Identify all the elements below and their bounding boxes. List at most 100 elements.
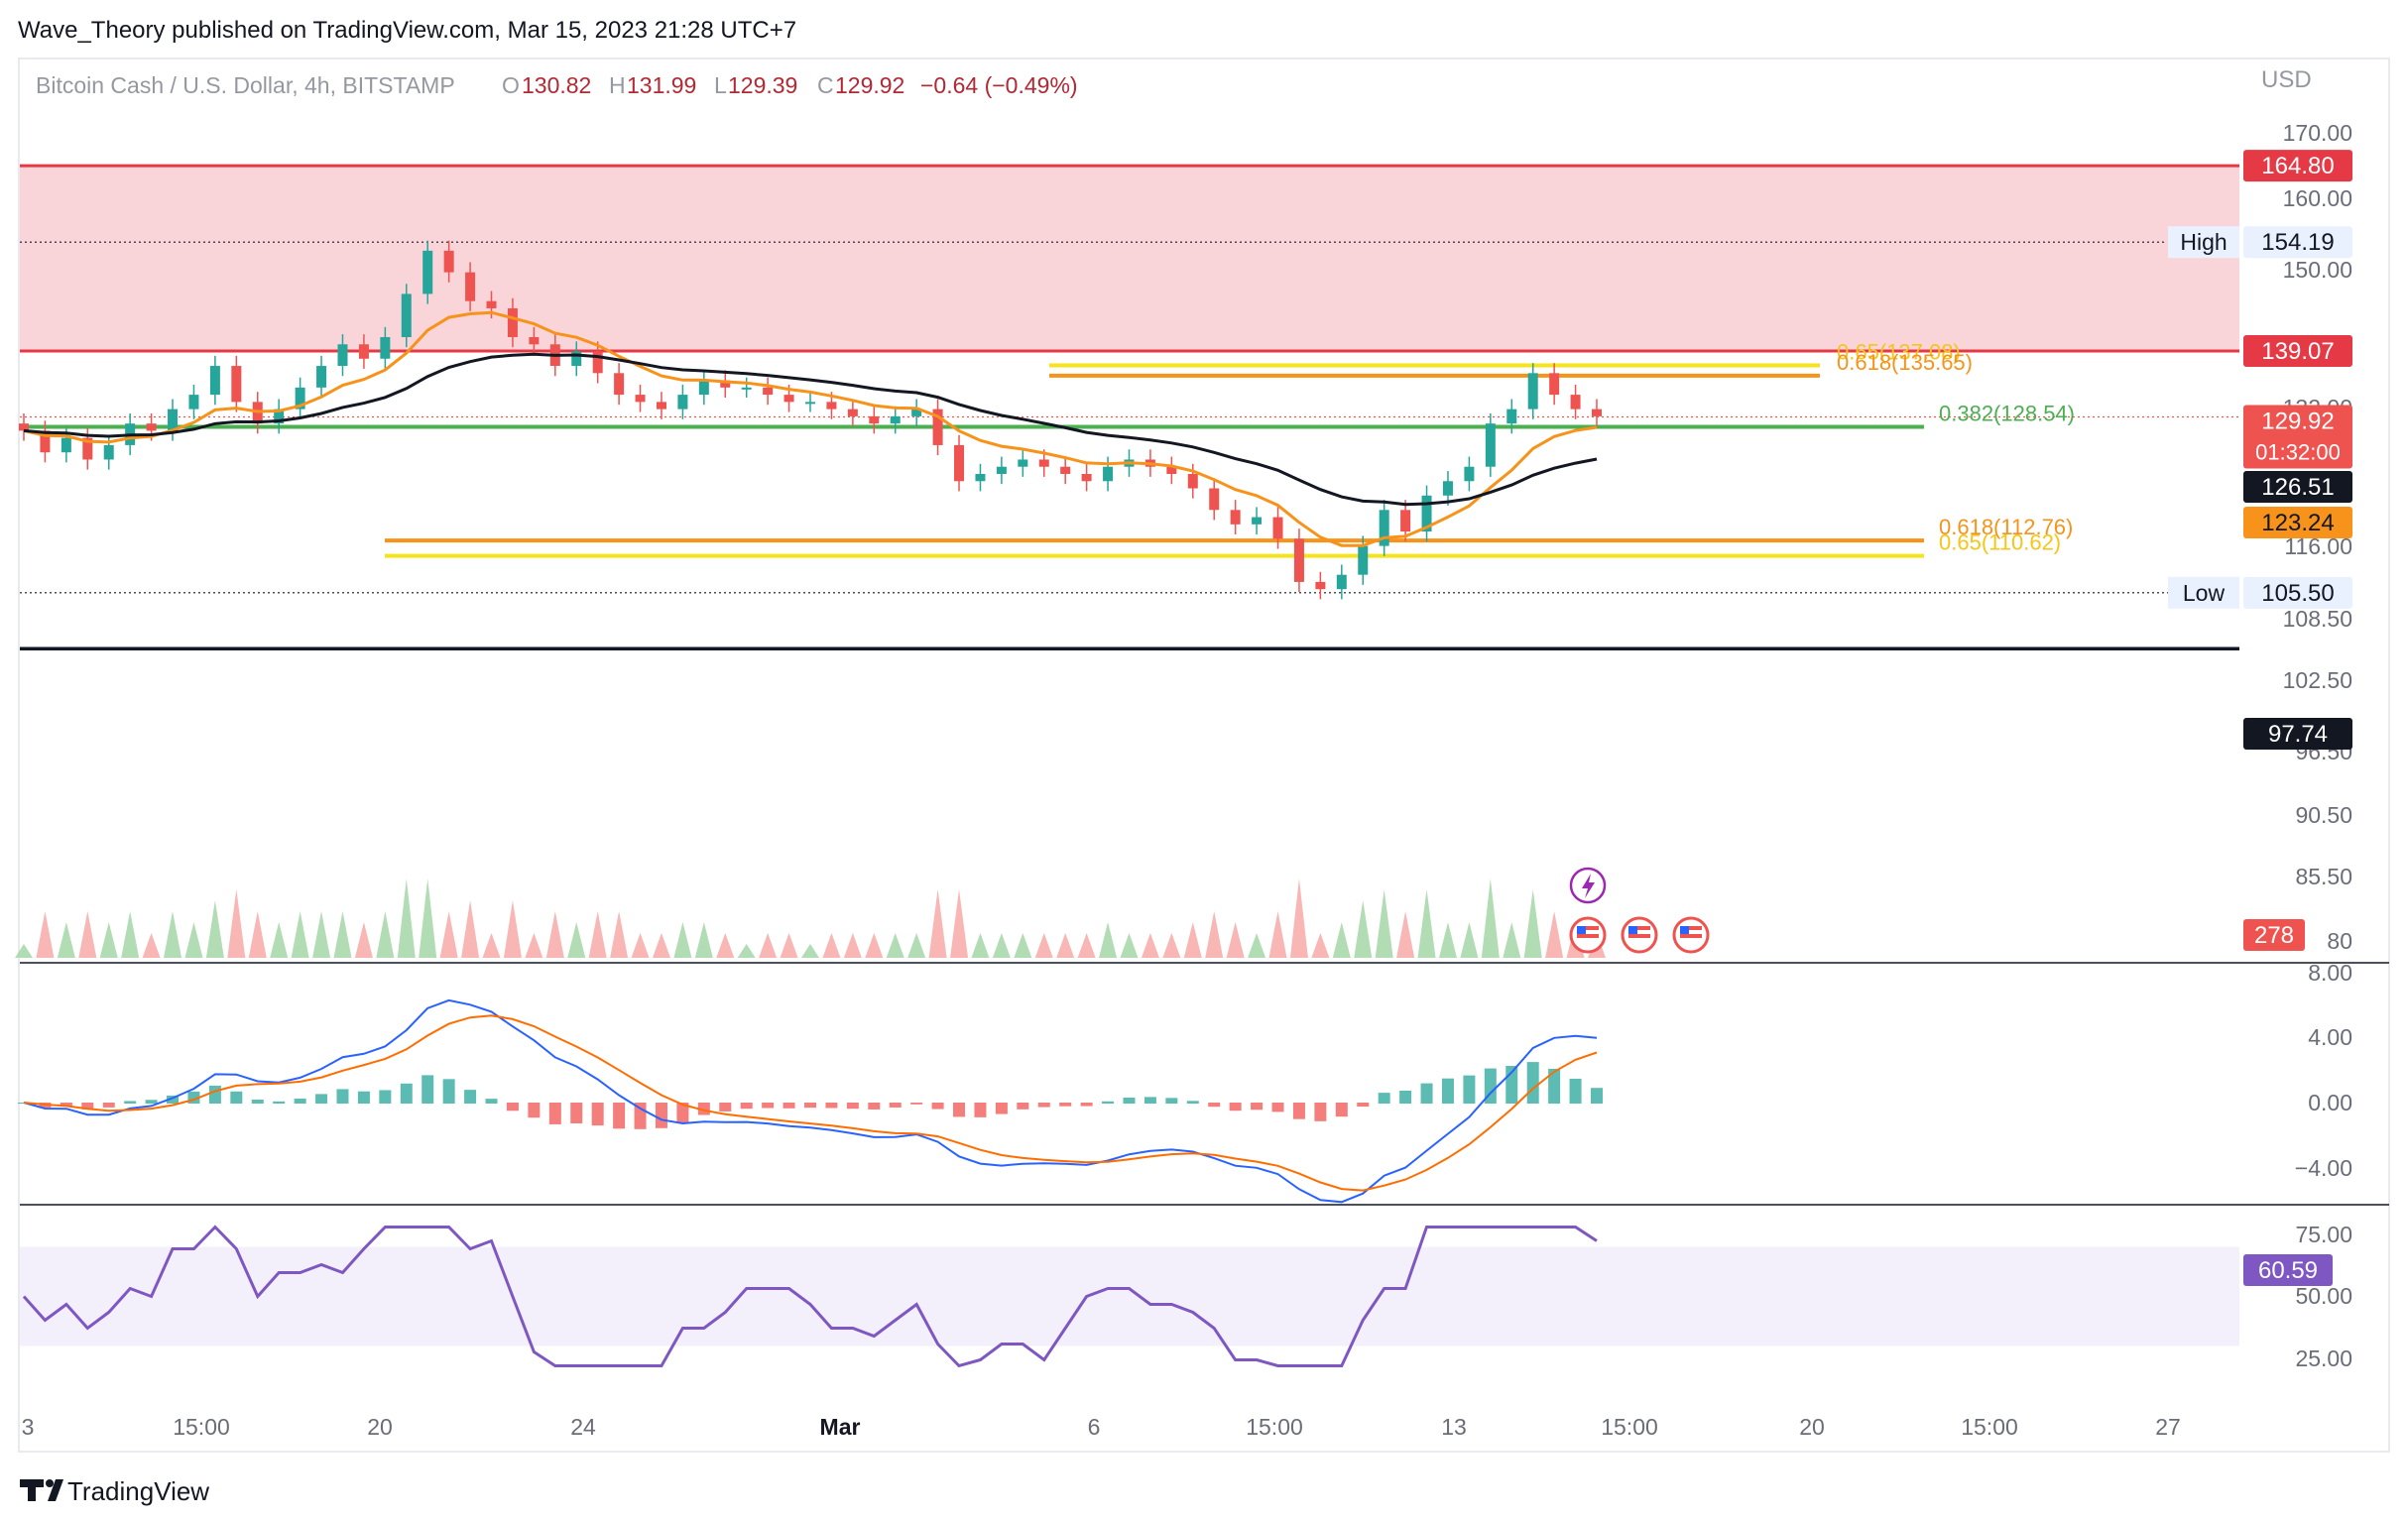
volume-bar bbox=[631, 933, 650, 958]
volume-bar bbox=[482, 933, 501, 958]
price-label-text: 139.07 bbox=[2261, 338, 2334, 365]
volume-bar bbox=[610, 911, 629, 958]
candle bbox=[146, 423, 157, 431]
macd-histogram-bar bbox=[1208, 1103, 1221, 1108]
macd-histogram-bar bbox=[548, 1103, 561, 1124]
volume-bar bbox=[971, 933, 990, 958]
candle bbox=[1038, 459, 1049, 467]
time-axis-tick: 15:00 bbox=[1961, 1414, 2018, 1440]
macd-histogram-bar bbox=[506, 1103, 519, 1112]
price-label-text: 129.92 bbox=[2261, 408, 2334, 434]
time-axis-tick: Mar bbox=[820, 1414, 861, 1440]
candle bbox=[1570, 395, 1581, 410]
low-value: 129.39 bbox=[728, 72, 797, 98]
volume-bar bbox=[376, 911, 395, 958]
candle bbox=[614, 373, 625, 396]
candle bbox=[1464, 466, 1475, 482]
volume-bar bbox=[1014, 933, 1032, 958]
price-label-text: 105.50 bbox=[2261, 580, 2334, 607]
candle bbox=[869, 415, 880, 424]
candle bbox=[911, 409, 922, 416]
macd-histogram-bar bbox=[1059, 1103, 1072, 1107]
candle bbox=[1527, 373, 1538, 410]
volume-bar bbox=[121, 911, 140, 958]
time-axis-tick: 20 bbox=[1799, 1414, 1825, 1440]
candle bbox=[1421, 495, 1432, 532]
time-axis-tick: 13 bbox=[1441, 1414, 1467, 1440]
candle bbox=[1379, 510, 1389, 546]
macd-axis-tick: 0.00 bbox=[2308, 1090, 2352, 1115]
candle bbox=[805, 402, 815, 405]
price-axis-tick: 102.50 bbox=[2283, 667, 2352, 693]
macd-histogram-bar bbox=[953, 1103, 966, 1117]
candle bbox=[741, 387, 752, 390]
macd-histogram-bar bbox=[1335, 1103, 1348, 1117]
macd-histogram-bar bbox=[1123, 1098, 1136, 1104]
rsi-axis-tick: 25.00 bbox=[2295, 1346, 2352, 1371]
time-axis-tick: 3 bbox=[22, 1414, 35, 1440]
volume-bar bbox=[312, 911, 331, 958]
time-axis-tick: 15:00 bbox=[1246, 1414, 1303, 1440]
macd-axis-tick: 4.00 bbox=[2308, 1024, 2352, 1050]
candle bbox=[1272, 517, 1283, 539]
candle bbox=[1315, 581, 1326, 590]
macd-axis-tick: −4.00 bbox=[2295, 1155, 2352, 1181]
volume-bar bbox=[694, 922, 713, 958]
macd-histogram-bar bbox=[931, 1103, 944, 1110]
candle bbox=[1442, 481, 1453, 496]
volume-bar bbox=[1077, 933, 1096, 958]
macd-histogram-bar bbox=[1251, 1103, 1264, 1111]
fib-level-label: 0.65(110.62) bbox=[1939, 530, 2061, 555]
price-tag-low bbox=[2168, 576, 2239, 609]
macd-histogram-bar bbox=[1357, 1103, 1370, 1108]
volume-bar bbox=[270, 922, 289, 958]
volume-bar bbox=[1332, 922, 1351, 958]
price-axis-tick: 90.50 bbox=[2295, 802, 2352, 828]
footer-brand: TradingView bbox=[67, 1476, 209, 1506]
macd-histogram-bar bbox=[1292, 1103, 1305, 1119]
price-axis-tick: 80 bbox=[2327, 928, 2352, 954]
macd-histogram-bar bbox=[868, 1103, 881, 1110]
candle bbox=[358, 344, 369, 359]
symbol-legend: Bitcoin Cash / U.S. Dollar, 4h, BITSTAMP… bbox=[36, 72, 1078, 98]
volume-value-text: 278 bbox=[2254, 922, 2294, 949]
price-label-text: 126.51 bbox=[2261, 474, 2334, 501]
volume-bar bbox=[1417, 889, 1436, 958]
volume-bar bbox=[99, 922, 118, 958]
macd-histogram-bar bbox=[1186, 1101, 1199, 1104]
macd-histogram-bar bbox=[889, 1103, 902, 1108]
volume-bar bbox=[1248, 933, 1266, 958]
macd-histogram-bar bbox=[1463, 1075, 1476, 1104]
rsi-pane[interactable] bbox=[20, 1225, 2239, 1368]
candle bbox=[656, 402, 666, 410]
us-flag-icon bbox=[1569, 916, 1607, 954]
macd-histogram-bar bbox=[357, 1091, 370, 1104]
rsi-band bbox=[20, 1246, 2239, 1346]
volume-bar bbox=[1056, 933, 1075, 958]
candle bbox=[209, 366, 220, 396]
price-pane[interactable]: 0.65(137.08)0.618(135.65) 0.382(128.54) 0.… bbox=[19, 164, 2239, 650]
candle bbox=[826, 402, 837, 410]
macd-histogram-bar bbox=[145, 1100, 158, 1104]
candle bbox=[40, 430, 51, 453]
volume-bar bbox=[928, 889, 947, 958]
candle bbox=[231, 366, 242, 403]
price-labels: 164.80 154.19 High 139.07 129.92 01:32:00 126.… bbox=[2168, 150, 2352, 1286]
candle bbox=[783, 395, 794, 403]
price-label-ema50 bbox=[2243, 507, 2352, 538]
macd-axis-tick: 8.00 bbox=[2308, 960, 2352, 986]
macd-histogram-bar bbox=[804, 1103, 816, 1109]
macd-pane[interactable] bbox=[18, 998, 2389, 1206]
candle bbox=[1060, 466, 1071, 474]
volume-bar bbox=[1481, 878, 1500, 958]
volume-bar bbox=[822, 933, 841, 958]
volume-bar bbox=[248, 911, 267, 958]
volume-bar bbox=[1141, 933, 1159, 958]
candle bbox=[1166, 466, 1177, 474]
time-axis-tick: 15:00 bbox=[1601, 1414, 1658, 1440]
price-tag-high bbox=[2168, 226, 2239, 259]
candle bbox=[82, 437, 93, 460]
candle bbox=[60, 437, 71, 453]
price-label-last bbox=[2243, 405, 2352, 469]
